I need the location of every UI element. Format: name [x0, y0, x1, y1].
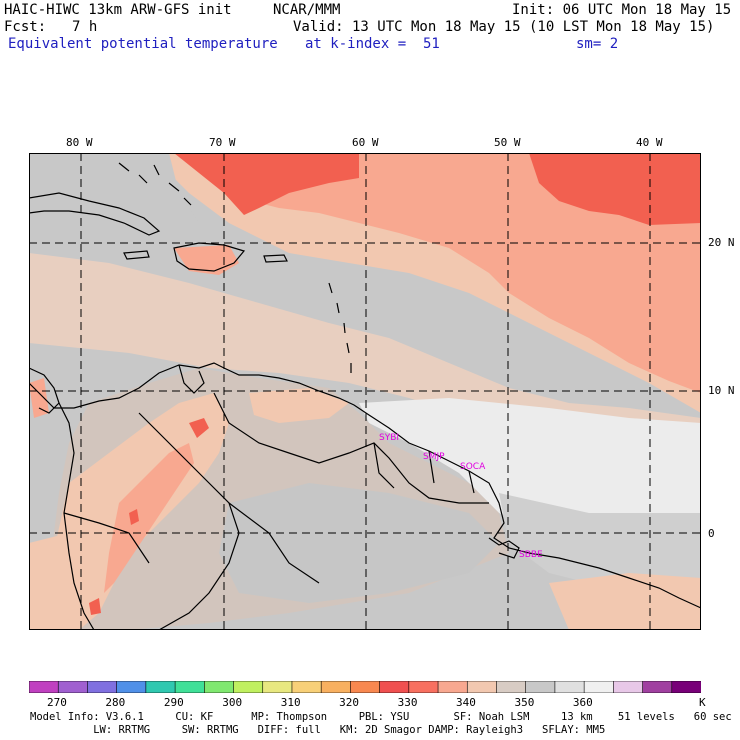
- station-label-sybi: SYBI: [379, 433, 399, 443]
- station-label-smjp: SMJP: [423, 452, 445, 462]
- field-red-north: [174, 153, 359, 215]
- colorbar-swatch: [29, 681, 60, 693]
- level-label: at k-index = 51: [305, 36, 440, 52]
- field-peach-band-mid: [29, 253, 701, 453]
- colorbar-swatch: [671, 681, 701, 693]
- lon-label-50w: 50 W: [494, 136, 521, 149]
- colorbar-unit: K: [699, 696, 706, 709]
- colorbar-swatch: [320, 681, 352, 693]
- colorbar-swatch: [204, 681, 235, 693]
- lon-label-70w: 70 W: [209, 136, 236, 149]
- graticule: [29, 153, 701, 630]
- colorbar-swatch: [554, 681, 585, 693]
- colorbar-tick-label: 320: [339, 696, 360, 709]
- coastlines: [29, 162, 701, 630]
- field-salmon-region: [199, 153, 701, 393]
- theta-e-map: SYBI SMJP SOCA SBBE: [29, 153, 701, 630]
- station-label-sbbe: SBBE: [519, 550, 543, 560]
- colorbar-swatch: [583, 681, 615, 693]
- field-peach-southeast: [549, 573, 701, 630]
- lon-label-60w: 60 W: [352, 136, 379, 149]
- colorbar-swatch: [116, 681, 147, 693]
- colorbar-swatch: [525, 681, 556, 693]
- colorbar-swatch: [466, 681, 498, 693]
- field-andes-salmon: [104, 443, 194, 593]
- colorbar-swatch: [379, 681, 410, 693]
- colorbar-swatch: [87, 681, 118, 693]
- colorbar-tick-label: 340: [456, 696, 476, 709]
- lat-label-10n: 10 N: [708, 384, 735, 397]
- colorbar-tick-label: 330: [397, 696, 418, 709]
- field-peach-southwest: [29, 533, 89, 630]
- valid-time: Valid: 13 UTC Mon 18 May 15 (10 LST Mon …: [293, 19, 715, 35]
- colorbar-tick-label: 270: [47, 696, 67, 709]
- colorbar-swatch: [642, 681, 673, 693]
- model-info-line1: Model Info: V3.6.1 CU: KF MP: Thompson P…: [30, 711, 732, 723]
- colorbar-swatch: [262, 681, 293, 693]
- colorbar-swatch: [613, 681, 644, 693]
- lon-label-40w: 40 W: [636, 136, 663, 149]
- station-label-soca: SOCA: [460, 462, 486, 472]
- org-label: NCAR/MMM: [273, 2, 341, 18]
- colorbar-swatch: [174, 681, 206, 693]
- lat-label-0: 0: [708, 527, 715, 540]
- lat-label-20n: 20 N: [708, 236, 735, 249]
- colorbar-tick-label: 290: [163, 696, 184, 709]
- colorbar-swatch: [437, 681, 469, 693]
- field-red-northeast: [529, 153, 701, 225]
- field-gray-amazon: [219, 483, 499, 603]
- init-time: Init: 06 UTC Mon 18 May 15: [512, 2, 732, 18]
- field-peach-venezuela: [249, 388, 349, 423]
- forecast-hour: 7 h: [72, 19, 98, 35]
- colorbar: [29, 681, 701, 693]
- field-andes-red: [89, 418, 209, 615]
- colorbar-swatch: [496, 681, 527, 693]
- model-title: HAIC-HIWC 13km ARW-GFS init: [4, 2, 232, 18]
- field-name: Equivalent potential temperature: [8, 36, 278, 52]
- forecast-label: Fcst:: [4, 19, 47, 35]
- colorbar-swatch: [291, 681, 322, 693]
- colorbar-tick-label: 300: [222, 696, 243, 709]
- colorbar-tick-label: 350: [514, 696, 535, 709]
- colorbar-tick-label: 360: [572, 696, 593, 709]
- model-info-line2: LW: RRTMG SW: RRTMG DIFF: full KM: 2D Sm…: [30, 724, 606, 736]
- colorbar-swatch: [233, 681, 264, 693]
- smoothing-label: sm= 2: [576, 36, 619, 52]
- colorbar-tick-label: 310: [280, 696, 301, 709]
- colorbar-tick-label: 280: [105, 696, 126, 709]
- colorbar-swatch: [145, 681, 176, 693]
- lon-label-80w: 80 W: [66, 136, 93, 149]
- colorbar-swatch: [408, 681, 439, 693]
- map-frame: [29, 153, 701, 630]
- colorbar-swatch: [350, 681, 381, 693]
- colorbar-swatch: [57, 681, 89, 693]
